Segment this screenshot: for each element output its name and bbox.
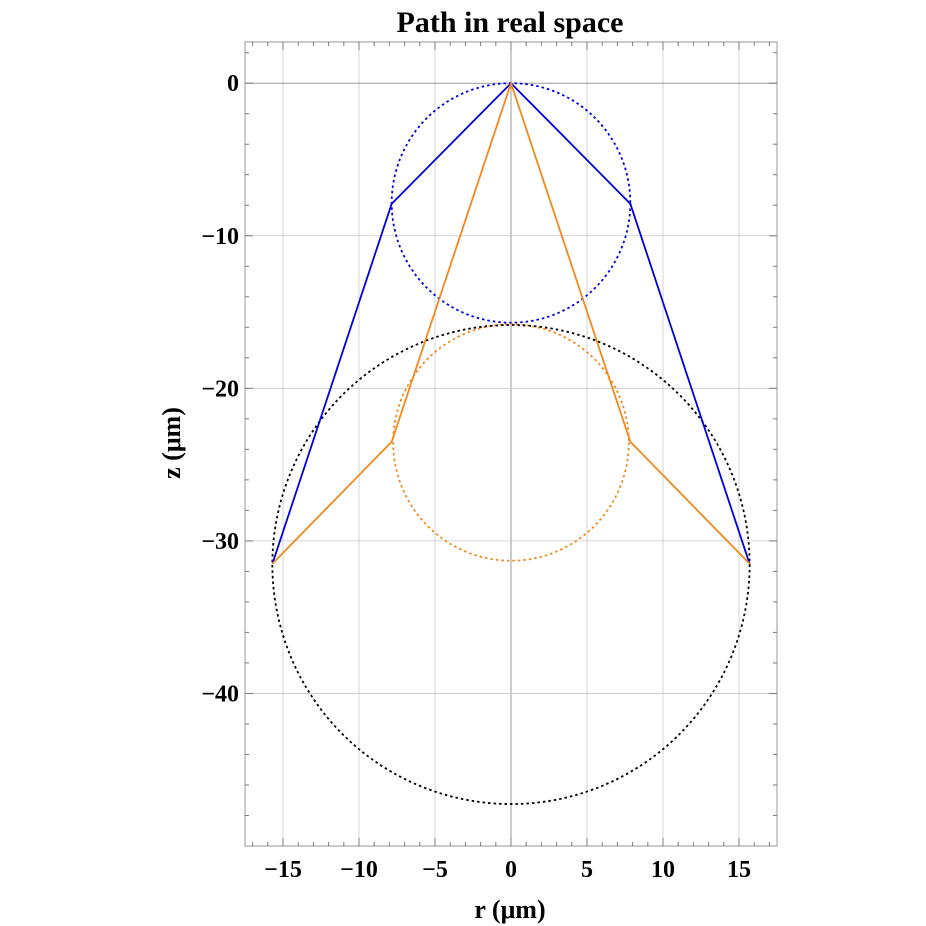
series-line bbox=[271, 82, 751, 565]
y-axis-label: z (μm) bbox=[157, 407, 186, 479]
y-tick-label: 0 bbox=[227, 71, 239, 97]
y-tick-label: −30 bbox=[201, 529, 239, 555]
dotted-circle bbox=[271, 324, 751, 805]
y-tick-labels: 0 −10 −20 −30 −40 bbox=[201, 71, 239, 707]
x-tick-label: 5 bbox=[581, 857, 593, 883]
y-tick-label: −20 bbox=[201, 376, 239, 402]
grid-lines bbox=[245, 42, 777, 846]
x-tick-label: 0 bbox=[505, 857, 517, 883]
chart-title: Path in real space bbox=[397, 6, 624, 39]
x-tick-label: −10 bbox=[340, 857, 378, 883]
axis-ticks bbox=[245, 42, 777, 846]
x-tick-labels: −15 −10 −5 0 5 10 15 bbox=[264, 857, 751, 883]
x-tick-label: −15 bbox=[264, 857, 302, 883]
y-tick-label: −10 bbox=[201, 224, 239, 250]
series-lines bbox=[271, 82, 751, 565]
y-tick-label: −40 bbox=[201, 681, 239, 707]
x-tick-label: 10 bbox=[651, 857, 675, 883]
dotted-circle bbox=[392, 323, 630, 562]
x-axis-label: r (μm) bbox=[474, 895, 545, 924]
x-tick-label: −5 bbox=[422, 857, 448, 883]
x-tick-label: 15 bbox=[727, 857, 751, 883]
